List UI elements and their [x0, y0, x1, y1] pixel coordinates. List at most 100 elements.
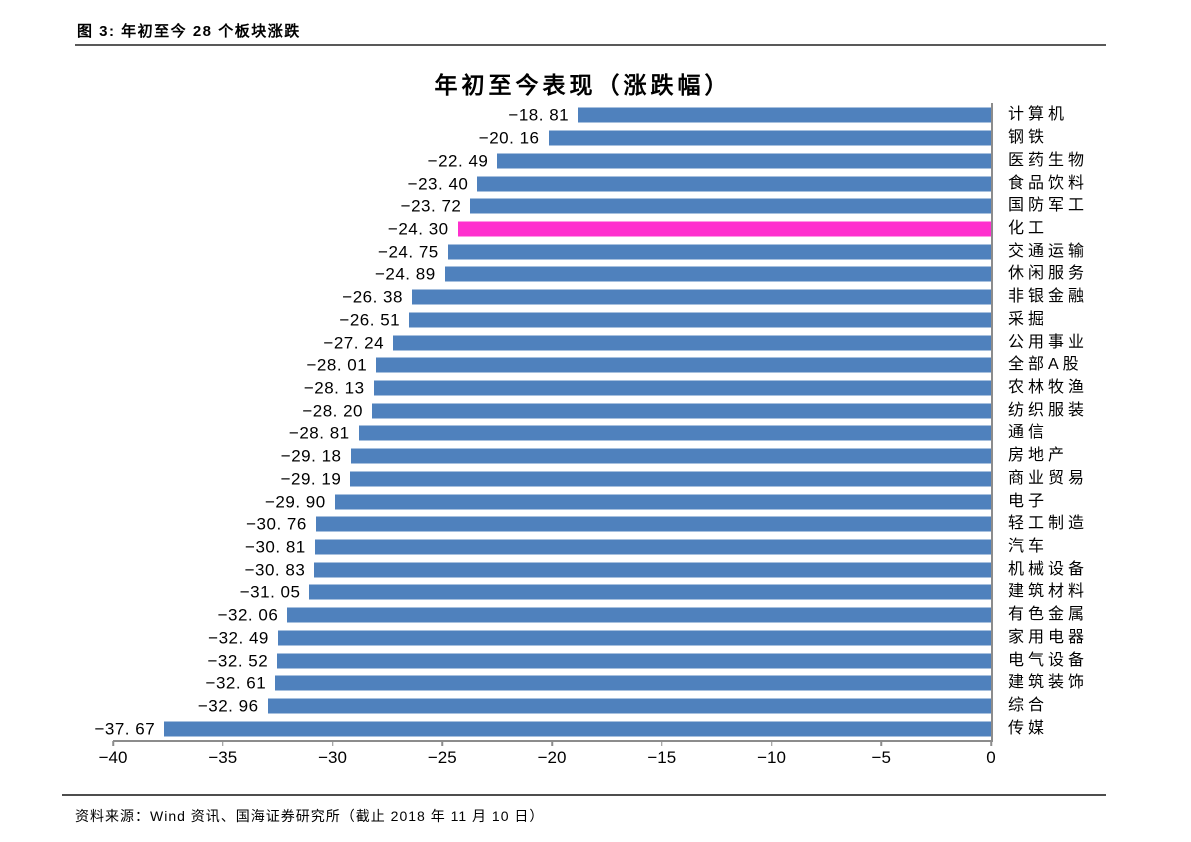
category-label: 非银金融 [1008, 288, 1089, 306]
bar [411, 289, 991, 305]
bar [444, 266, 991, 282]
category-label: 通信 [1008, 424, 1049, 442]
bar-row: −28. 01 全部A股 [113, 354, 1078, 377]
bar-rows-container: −18. 81 计算机 −20. 16 钢铁 −22. 49 医药生物 −23. 40 食品饮… [94, 104, 1084, 740]
bar [447, 244, 991, 260]
figure-caption: 图 3: 年初至今 28 个板块涨跌 [77, 23, 301, 40]
bar [477, 176, 991, 192]
category-label: 轻工制造 [1008, 515, 1089, 533]
bar-value-label: −27. 24 [323, 333, 385, 353]
bar-value-label: −30. 76 [246, 514, 307, 534]
bar-value-label: −24. 89 [374, 264, 436, 284]
bar-row: −29. 19 商业贸易 [113, 468, 1084, 491]
bar [334, 494, 991, 510]
category-label: 电子 [1008, 492, 1049, 510]
bar [164, 721, 991, 737]
bar [314, 562, 991, 578]
bar-value-label: −28. 13 [303, 378, 365, 398]
category-label: 建筑材料 [1008, 583, 1089, 601]
x-axis-tick-mark [222, 741, 224, 746]
category-label: 国防军工 [1008, 197, 1089, 215]
category-label: 农林牧渔 [1008, 378, 1089, 396]
bar-highlighted [457, 221, 991, 237]
bar-value-label: −26. 38 [342, 287, 403, 307]
bar-row: −24. 30 化工 [113, 218, 1044, 241]
x-axis-tick-label: 0 [986, 748, 996, 767]
x-axis-tick-label: −30 [318, 748, 347, 767]
bar-value-label: −24. 75 [378, 242, 439, 262]
bar-value-label: −23. 72 [400, 196, 462, 216]
category-label: 房地产 [1008, 447, 1069, 465]
bar-chart-plot: −18. 81 计算机 −20. 16 钢铁 −22. 49 医药生物 −23. 40 食品饮… [94, 103, 1084, 766]
x-axis-tick-label: −5 [871, 748, 891, 767]
bar-value-label: −32. 49 [208, 628, 269, 648]
x-axis-tick-label: −15 [647, 748, 677, 767]
category-label: 家用电器 [1008, 628, 1089, 646]
category-label: 交通运输 [1008, 242, 1089, 260]
bar-value-label: −30. 83 [244, 560, 306, 580]
bar [315, 516, 991, 532]
x-axis-tick-mark [661, 741, 663, 746]
footer-divider [62, 794, 1106, 796]
category-label: 化工 [1008, 219, 1049, 237]
source-note: 资料来源：Wind 资讯、国海证券研究所（截止 2018 年 11 月 10 日… [75, 808, 545, 824]
bar [578, 107, 991, 123]
bar-row: −26. 38 非银金融 [113, 286, 1084, 309]
bar-value-label: −31. 05 [239, 582, 301, 602]
bar-row: −29. 90 电子 [113, 490, 1044, 513]
bar-value-label: −28. 20 [302, 401, 364, 421]
x-axis-tick-mark [770, 741, 773, 746]
x-axis-tick-label: −35 [208, 748, 238, 767]
x-axis-tick-mark [112, 741, 114, 746]
bar-row: −37. 67 传媒 [94, 717, 1044, 740]
bar-row: −23. 72 国防军工 [113, 195, 1084, 218]
category-label: 建筑装饰 [1008, 674, 1089, 692]
category-label: 汽车 [1008, 538, 1049, 556]
y-axis-line [991, 103, 993, 740]
bar [287, 607, 991, 623]
bar [309, 584, 991, 600]
bar-value-label: −20. 16 [478, 128, 540, 148]
bar [314, 539, 991, 555]
bar [376, 357, 991, 373]
category-label: 医药生物 [1008, 151, 1089, 169]
bar [497, 153, 991, 169]
category-label: 综合 [1008, 697, 1049, 715]
bar [277, 653, 991, 669]
bar-row: −31. 05 建筑材料 [113, 581, 1084, 604]
bar-row: −32. 52 电气设备 [113, 649, 1084, 672]
category-label: 食品饮料 [1008, 174, 1089, 192]
bar-value-label: −28. 81 [288, 423, 350, 443]
bar-value-label: −22. 49 [427, 151, 489, 171]
chart-title: 年初至今表现（涨跌幅） [434, 72, 732, 98]
bar-value-label: −32. 52 [207, 651, 269, 671]
bar [470, 198, 991, 214]
category-label: 纺织服装 [1008, 401, 1089, 419]
category-label: 计算机 [1008, 106, 1069, 124]
x-axis-tick-mark [441, 741, 443, 746]
bar-row: −23. 40 食品饮料 [113, 172, 1084, 195]
bar-row: −27. 24 公用事业 [113, 331, 1084, 354]
category-label: 电气设备 [1008, 651, 1089, 669]
bar [350, 471, 991, 487]
category-label: 传媒 [1008, 719, 1049, 737]
bar [350, 448, 991, 464]
bar [372, 403, 991, 419]
bar-row: −24. 89 休闲服务 [113, 263, 1084, 286]
x-axis-tick-mark [880, 741, 882, 746]
bar-row: −30. 76 轻工制造 [113, 513, 1084, 536]
bar-value-label: −23. 40 [407, 174, 469, 194]
bar-row: −22. 49 医药生物 [113, 149, 1084, 172]
bar [358, 425, 991, 441]
bar-row: −28. 13 农林牧渔 [113, 377, 1084, 400]
category-label: 商业贸易 [1008, 469, 1089, 487]
bar-value-label: −30. 81 [245, 537, 306, 557]
bar [275, 675, 991, 691]
bar-value-label: −28. 01 [306, 355, 368, 375]
x-axis-tick-mark [551, 741, 553, 746]
bar-row: −32. 06 有色金属 [113, 604, 1084, 627]
x-axis-tick-label: −25 [427, 748, 457, 767]
bar [373, 380, 991, 396]
bar-row: −18. 81 计算机 [113, 104, 1064, 127]
bar [548, 130, 991, 146]
